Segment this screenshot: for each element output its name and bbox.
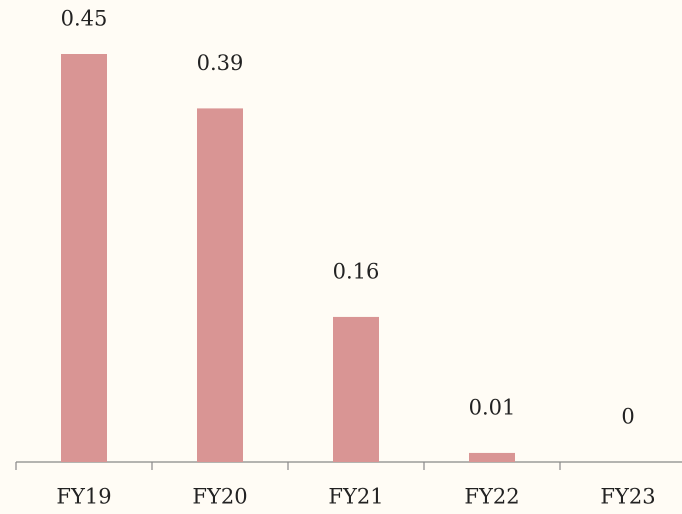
bar xyxy=(333,316,379,462)
data-label: 0.01 xyxy=(469,395,516,419)
bar xyxy=(197,108,243,463)
x-tick-label: FY22 xyxy=(464,485,519,509)
bar xyxy=(61,54,107,462)
x-tick-label: FY19 xyxy=(56,485,111,509)
data-label: 0.39 xyxy=(197,51,244,75)
data-label: 0.16 xyxy=(333,259,380,283)
x-tick-label: FY23 xyxy=(600,485,655,509)
x-tick-label: FY20 xyxy=(192,485,247,509)
bar xyxy=(469,452,515,462)
x-tick-label: FY21 xyxy=(328,485,383,509)
data-label: 0.45 xyxy=(61,7,108,31)
data-label: 0 xyxy=(621,405,634,429)
